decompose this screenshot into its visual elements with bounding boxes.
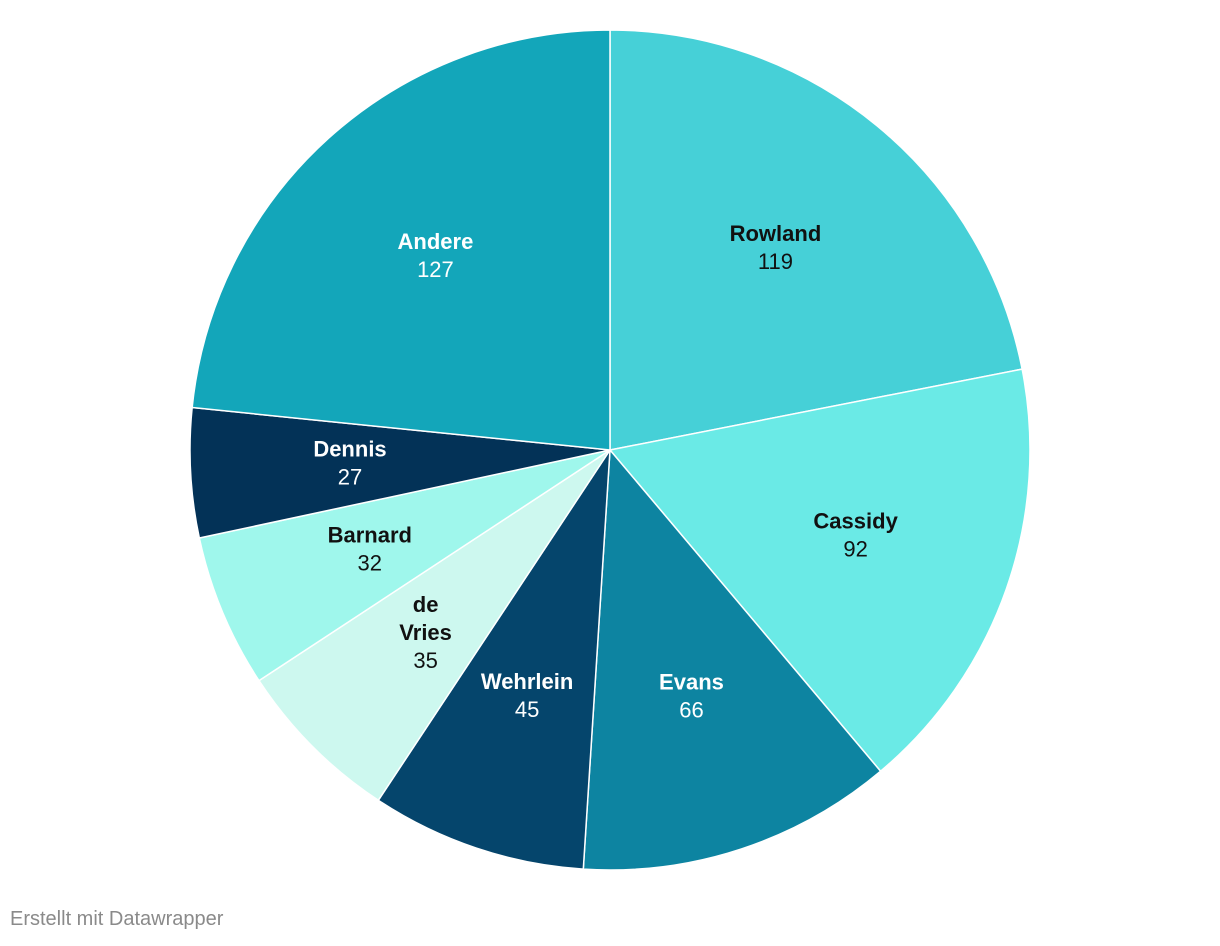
slice-name: Wehrlein: [481, 669, 574, 694]
pie-labels: Rowland 119 Cassidy 92 Evans 66 Wehrlein 45 de Vr…: [313, 221, 898, 722]
slice-value: 127: [417, 257, 454, 282]
pie-slice-andere: [191, 29, 611, 451]
slice-label-wehrlein: Wehrlein 45: [481, 669, 574, 722]
pie-slices: [189, 29, 1031, 871]
slice-value: 45: [515, 697, 539, 722]
slice-value: 92: [843, 536, 867, 561]
slice-name: Evans: [659, 669, 724, 694]
pie-slice-de-vries: [258, 449, 611, 802]
pie-slice-cassidy: [609, 368, 1031, 772]
slice-name: Andere: [398, 229, 474, 254]
slice-label-andere: Andere 127: [398, 229, 474, 282]
slice-value: 27: [338, 464, 362, 489]
pie-slice-barnard: [198, 449, 611, 682]
slice-name: Rowland: [730, 221, 822, 246]
slice-label-rowland: Rowland 119: [730, 221, 822, 274]
pie-slice-wehrlein: [377, 449, 611, 870]
credit-text: Erstellt mit Datawrapper: [10, 908, 224, 930]
slice-value: 119: [758, 249, 793, 274]
pie-slice-evans: [582, 449, 882, 871]
slice-value: 66: [679, 697, 703, 722]
slice-label-de-vries: de Vries 35: [399, 592, 452, 673]
pie-slice-rowland: [609, 29, 1023, 451]
slice-label-cassidy: Cassidy 92: [813, 508, 898, 561]
slice-name: Dennis: [313, 436, 386, 461]
slice-name: Barnard: [328, 522, 412, 547]
slice-value: 32: [358, 550, 382, 575]
slice-name: Vries: [399, 620, 452, 645]
slice-label-evans: Evans 66: [659, 669, 724, 722]
slice-name: Cassidy: [813, 508, 898, 533]
slice-value: 35: [413, 648, 437, 673]
slice-label-dennis: Dennis 27: [313, 436, 386, 489]
slice-label-barnard: Barnard 32: [328, 522, 412, 575]
slice-name: de: [413, 592, 439, 617]
